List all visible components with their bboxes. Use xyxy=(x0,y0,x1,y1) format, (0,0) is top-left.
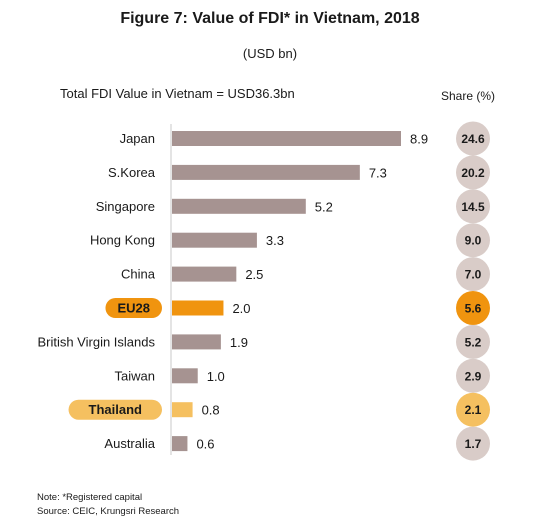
bar-china xyxy=(172,266,237,282)
footnotes: Note: *Registered capital Source: CEIC, … xyxy=(37,491,179,519)
share-circle-british-virgin-islands xyxy=(456,324,490,359)
share-circle-japan xyxy=(456,121,490,156)
bar-eu28 xyxy=(172,300,224,316)
bar-thailand xyxy=(172,402,193,418)
category-label-japan: Japan xyxy=(120,131,155,146)
bar-japan xyxy=(172,131,401,146)
share-circle-taiwan xyxy=(456,358,490,393)
share-label-japan: 24.6 xyxy=(461,132,485,146)
note-text: Note: *Registered capital xyxy=(37,492,143,503)
value-label-thailand: 0.8 xyxy=(202,403,220,418)
share-header: Share (%) xyxy=(441,89,496,103)
category-label-taiwan: Taiwan xyxy=(115,368,155,383)
bar-british-virgin-islands xyxy=(172,334,221,350)
share-circle-hong-kong xyxy=(456,223,490,258)
category-label-british-virgin-islands: British Virgin Islands xyxy=(37,334,155,349)
category-label-s-korea: S.Korea xyxy=(108,165,156,180)
category-label-thailand: Thailand xyxy=(89,402,143,417)
bar-taiwan xyxy=(172,368,198,384)
share-circle-s-korea xyxy=(456,155,490,190)
share-circle-eu28 xyxy=(456,291,490,325)
share-circle-thailand xyxy=(456,392,490,427)
share-label-british-virgin-islands: 5.2 xyxy=(465,335,482,349)
category-label-australia: Australia xyxy=(104,436,155,451)
value-label-hong-kong: 3.3 xyxy=(266,233,284,248)
bar-s-korea xyxy=(172,164,360,180)
category-highlight-eu28 xyxy=(105,298,162,318)
share-label-hong-kong: 9.0 xyxy=(465,234,482,248)
bar-singapore xyxy=(172,198,306,214)
category-highlight-thailand xyxy=(68,399,162,420)
chart-title: Figure 7: Value of FDI* in Vietnam, 2018 xyxy=(120,10,420,27)
bar-hong-kong xyxy=(172,232,257,248)
source-text: Source: CEIC, Krungsri Research xyxy=(37,506,180,517)
value-label-eu28: 2.0 xyxy=(232,301,250,316)
value-label-british-virgin-islands: 1.9 xyxy=(230,335,248,350)
chart-subtitle: (USD bn) xyxy=(242,46,298,61)
category-label-china: China xyxy=(121,267,156,282)
share-label-thailand: 2.1 xyxy=(465,403,482,417)
value-label-taiwan: 1.0 xyxy=(207,369,225,384)
share-label-s-korea: 20.2 xyxy=(461,166,485,180)
total-fdi-label: Total FDI Value in Vietnam = USD36.3bn xyxy=(60,86,295,101)
value-label-japan: 8.9 xyxy=(410,132,428,147)
value-label-china: 2.5 xyxy=(245,267,263,282)
category-label-hong-kong: Hong Kong xyxy=(90,233,155,248)
value-label-s-korea: 7.3 xyxy=(369,165,387,180)
value-label-australia: 0.6 xyxy=(196,437,214,452)
share-label-singapore: 14.5 xyxy=(461,200,485,214)
bar-australia xyxy=(172,436,188,452)
share-circle-australia xyxy=(456,426,490,461)
share-label-australia: 1.7 xyxy=(465,437,482,451)
share-circle-china xyxy=(456,257,490,292)
share-label-taiwan: 2.9 xyxy=(465,369,482,383)
share-label-eu28: 5.6 xyxy=(465,302,482,316)
value-label-singapore: 5.2 xyxy=(315,199,333,214)
share-circle-singapore xyxy=(456,189,490,224)
share-label-china: 7.0 xyxy=(465,268,482,282)
category-label-singapore: Singapore xyxy=(96,199,155,214)
category-label-eu28: EU28 xyxy=(117,301,150,316)
